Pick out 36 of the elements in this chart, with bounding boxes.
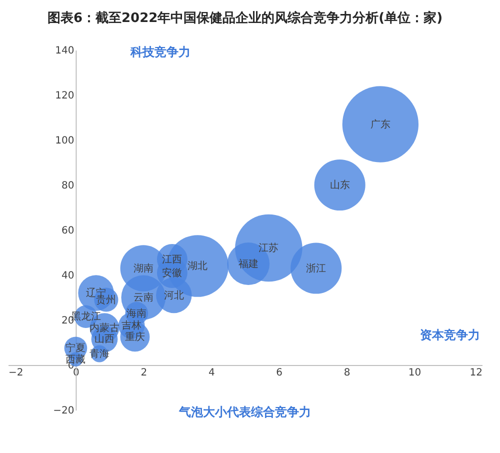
annotation: 广东 [370, 118, 390, 130]
annotation: 湖北 [188, 260, 208, 272]
x-tick-label: 12 [470, 368, 482, 378]
annotation: 湖南 [133, 262, 154, 274]
annotation: 江苏 [258, 242, 279, 254]
x-axis-title: 资本竞争力 [420, 328, 480, 342]
annotation: 河北 [164, 289, 184, 302]
annotation: 吉林 [122, 320, 142, 332]
y-tick-label: 20 [61, 316, 74, 326]
x-tick-label: 4 [208, 368, 215, 378]
annotation: 海南 [126, 307, 147, 320]
y-tick-label: 100 [55, 136, 74, 146]
y-tick-label: 40 [61, 270, 74, 282]
x-tick-label: 10 [408, 368, 422, 378]
annotation: 云南 [133, 292, 154, 304]
annotation: 气泡大小代表综合竞争力 [178, 405, 311, 419]
annotation: 安徽 [162, 266, 182, 279]
x-tick-label: 2 [140, 368, 148, 378]
annotation: 江西 [162, 253, 182, 266]
annotation: 山东 [330, 179, 350, 191]
chart-title: 图表6：截至2022年中国保健品企业的风综合竞争力分析(单位：家) [47, 10, 443, 26]
annotation: 重庆 [124, 330, 145, 343]
y-tick-label: 120 [55, 90, 74, 102]
annotation: 内蒙古 [89, 322, 120, 334]
y-tick-label: 140 [55, 46, 74, 56]
x-tick-label: 8 [344, 368, 350, 378]
x-tick-label: −2 [8, 368, 24, 378]
annotation: 山西 [94, 333, 114, 346]
y-tick-label: −20 [53, 406, 74, 416]
y-axis-title: 科技竞争力 [130, 45, 191, 59]
annotation: 宁夏 [66, 342, 86, 354]
annotation: 福建 [238, 258, 258, 270]
y-tick-label: 60 [61, 226, 74, 236]
annotation: 浙江 [306, 262, 326, 274]
x-tick-label: 6 [276, 368, 283, 378]
y-tick-label: 80 [61, 180, 74, 192]
